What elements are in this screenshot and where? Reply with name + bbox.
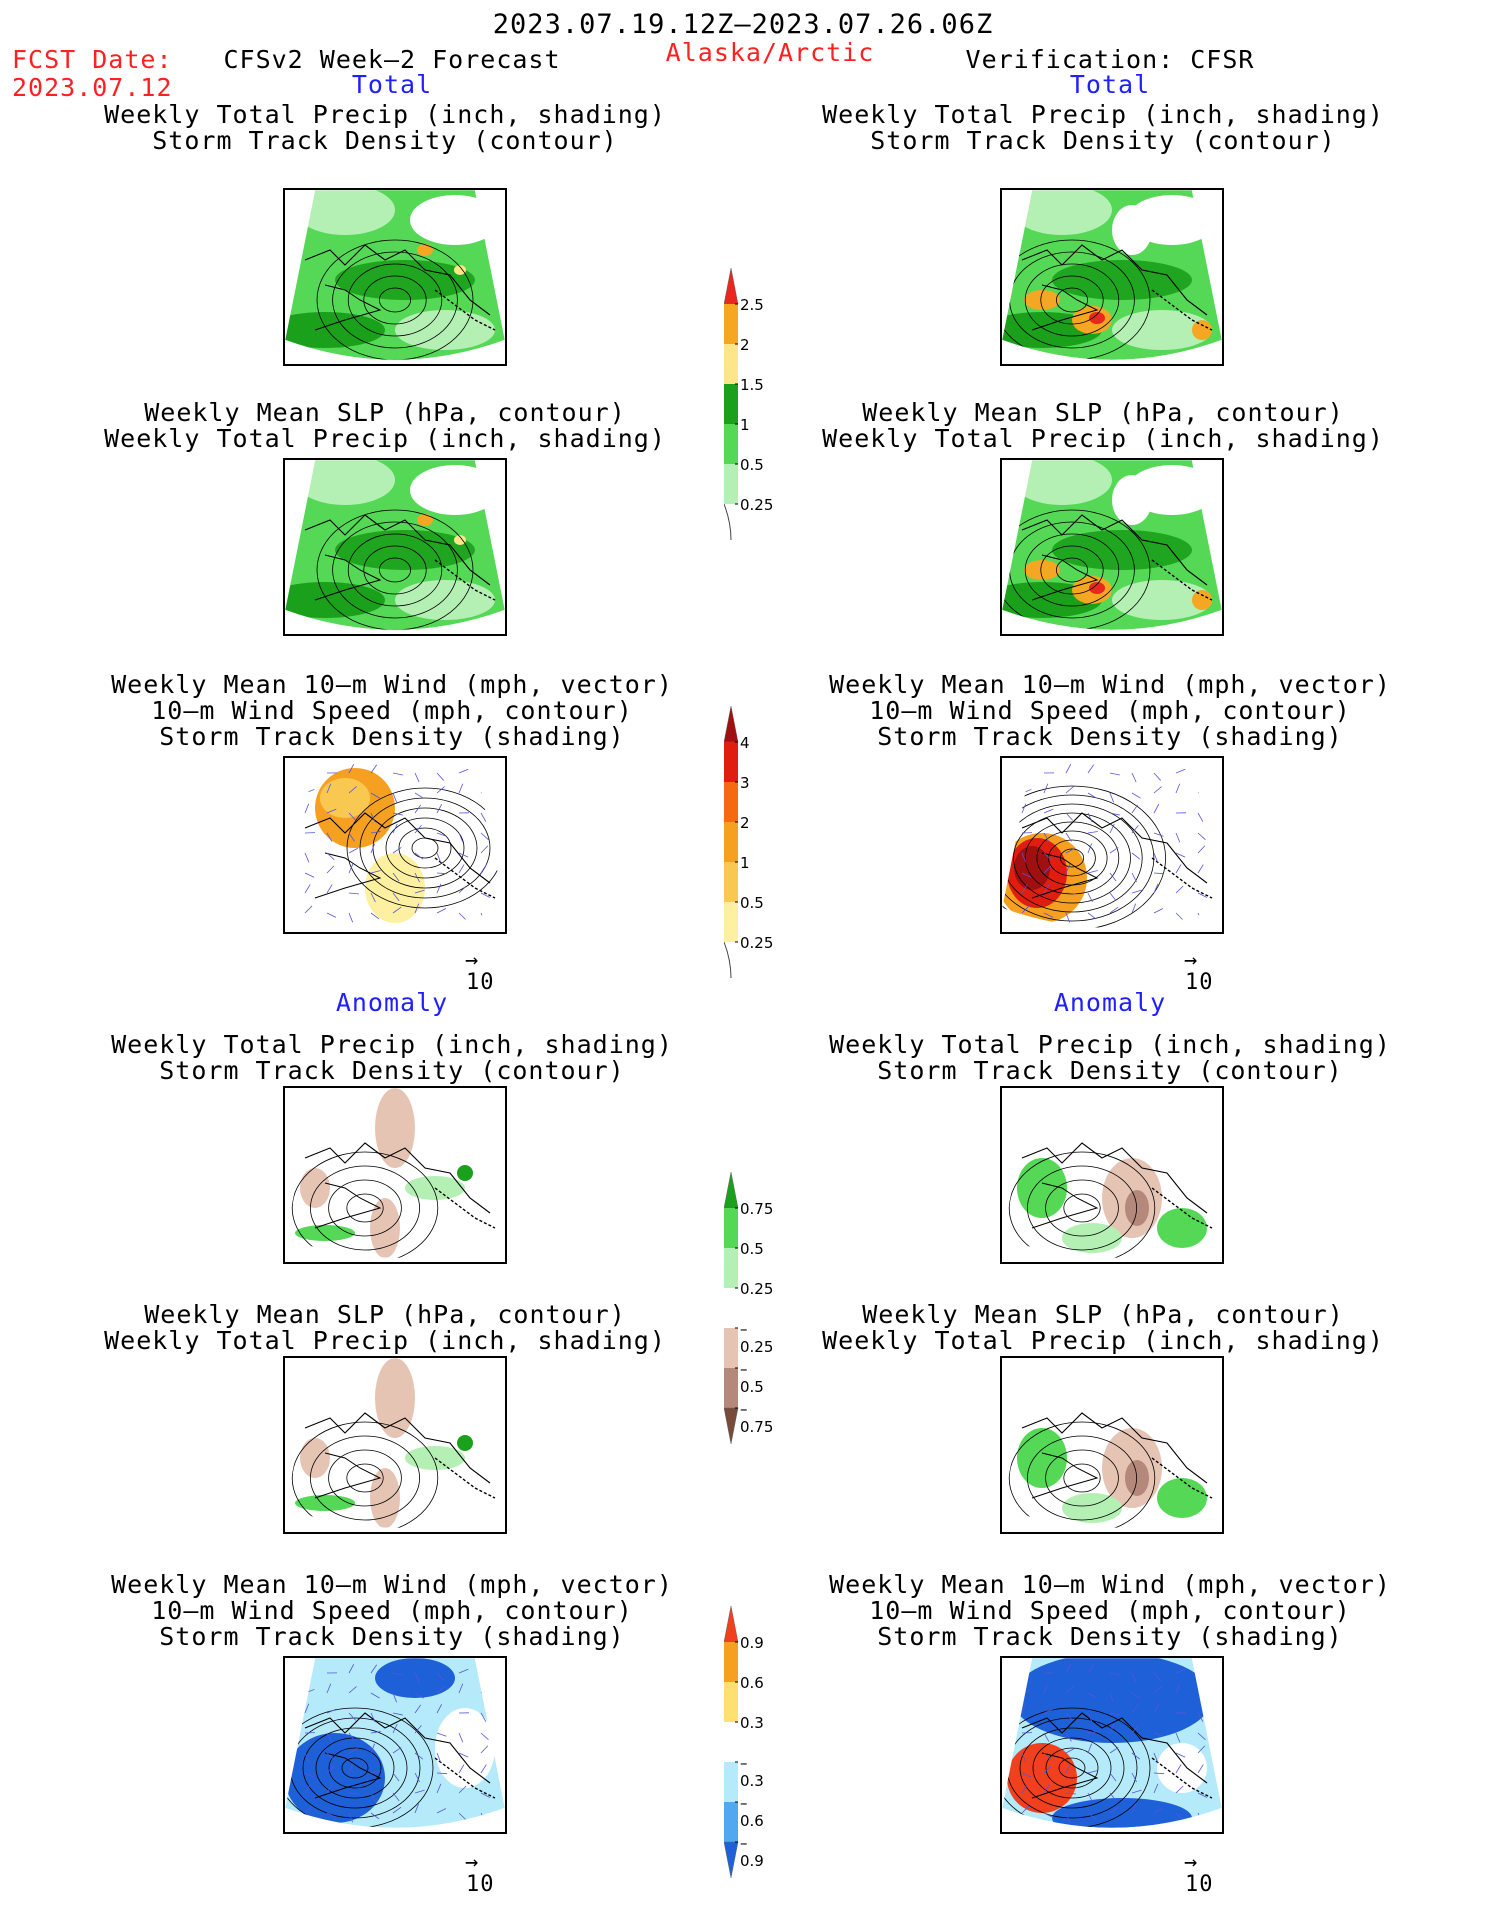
map-wind-storm-anom-fcst: [283, 1656, 507, 1834]
title-precip-storm-total-right: Weekly Total Precip (inch, shading) Storm…: [822, 100, 1384, 155]
vector-ref-label: 10: [466, 1872, 495, 1897]
vector-ref-label: 10: [1185, 1872, 1214, 1897]
title-wind-storm-anom-left: Weekly Mean 10–m Wind (mph, vector) 10–m …: [111, 1570, 673, 1651]
map-slp-precip-total-verif: [1000, 458, 1224, 636]
vector-ref-arrow-icon: →: [1184, 1850, 1198, 1875]
map-precip-storm-total-fcst: [283, 188, 507, 366]
colorbar-tick-label: 3: [740, 774, 750, 792]
map-precip-storm-anom-fcst: [283, 1086, 507, 1264]
colorbar-tick-label: 0.5: [740, 894, 764, 912]
colorbar-tick-label: –0.5: [740, 1360, 764, 1396]
colorbar-tick-label: 0.25: [740, 934, 774, 952]
section-total-right: Total: [1069, 70, 1151, 99]
map-precip-storm-total-verif: [1000, 188, 1224, 366]
map-wind-storm-total-verif: [1000, 756, 1224, 934]
colorbar-tick-label: 1: [740, 854, 750, 872]
fcst-date-value: 2023.07.12: [12, 73, 173, 102]
map-slp-precip-anom-verif: [1000, 1356, 1224, 1534]
title-precip-storm-total-left: Weekly Total Precip (inch, shading) Storm…: [104, 100, 666, 155]
colorbar-tick-label: –0.6: [740, 1794, 764, 1830]
region-title: Alaska/Arctic: [665, 38, 875, 67]
colorbar-tick-label: 0.5: [740, 1240, 764, 1258]
verification-title: Verification: CFSR: [965, 45, 1255, 74]
period-title: 2023.07.19.12Z–2023.07.26.06Z: [492, 9, 994, 40]
colorbar-tick-label: 1: [740, 416, 750, 434]
title-slp-precip-anom-left: Weekly Mean SLP (hPa, contour) Weekly Tot…: [104, 1300, 666, 1355]
title-precip-storm-anom-left: Weekly Total Precip (inch, shading) Storm…: [111, 1030, 673, 1085]
colorbar-tick-label: 0.9: [740, 1634, 764, 1652]
colorbar-tick-label: –0.9: [740, 1834, 764, 1870]
map-slp-precip-anom-fcst: [283, 1356, 507, 1534]
colorbar-tick-label: 0.3: [740, 1714, 764, 1732]
model-title: CFSv2 Week–2 Forecast: [223, 45, 561, 74]
vector-ref-arrow-icon: →: [1184, 948, 1198, 973]
colorbar-tick-label: 2.5: [740, 296, 764, 314]
vector-ref-arrow-icon: →: [465, 1850, 479, 1875]
colorbar-tick-label: –0.25: [740, 1320, 774, 1356]
colorbar-tick-label: 2: [740, 814, 750, 832]
title-slp-precip-anom-right: Weekly Mean SLP (hPa, contour) Weekly Tot…: [822, 1300, 1384, 1355]
colorbar-tick-label: 0.25: [740, 496, 774, 514]
colorbar-tick-label: 0.5: [740, 456, 764, 474]
title-wind-storm-anom-right: Weekly Mean 10–m Wind (mph, vector) 10–m …: [829, 1570, 1391, 1651]
map-wind-storm-anom-verif: [1000, 1656, 1224, 1834]
colorbar-tick-label: –0.3: [740, 1754, 764, 1790]
colorbar-tick-label: 2: [740, 336, 750, 354]
section-anomaly-right: Anomaly: [1053, 988, 1167, 1017]
title-precip-storm-anom-right: Weekly Total Precip (inch, shading) Storm…: [829, 1030, 1391, 1085]
map-slp-precip-total-fcst: [283, 458, 507, 636]
section-anomaly-left: Anomaly: [335, 988, 449, 1017]
colorbar-tick-label: 4: [740, 734, 750, 752]
fcst-date-label: FCST Date:: [12, 45, 173, 74]
colorbar-tick-label: 0.25: [740, 1280, 774, 1298]
vector-ref-label: 10: [466, 970, 495, 995]
title-slp-precip-total-left: Weekly Mean SLP (hPa, contour) Weekly Tot…: [104, 398, 666, 453]
title-wind-storm-total-left: Weekly Mean 10–m Wind (mph, vector) 10–m …: [111, 670, 673, 751]
title-slp-precip-total-right: Weekly Mean SLP (hPa, contour) Weekly Tot…: [822, 398, 1384, 453]
map-wind-storm-total-fcst: [283, 756, 507, 934]
colorbar-tick-label: 1.5: [740, 376, 764, 394]
colorbar-tick-label: 0.75: [740, 1200, 774, 1218]
section-total-left: Total: [351, 70, 433, 99]
vector-ref-label: 10: [1185, 970, 1214, 995]
title-wind-storm-total-right: Weekly Mean 10–m Wind (mph, vector) 10–m …: [829, 670, 1391, 751]
colorbar-tick-label: 0.6: [740, 1674, 764, 1692]
map-precip-storm-anom-verif: [1000, 1086, 1224, 1264]
vector-ref-arrow-icon: →: [465, 948, 479, 973]
colorbar-tick-label: –0.75: [740, 1400, 774, 1436]
